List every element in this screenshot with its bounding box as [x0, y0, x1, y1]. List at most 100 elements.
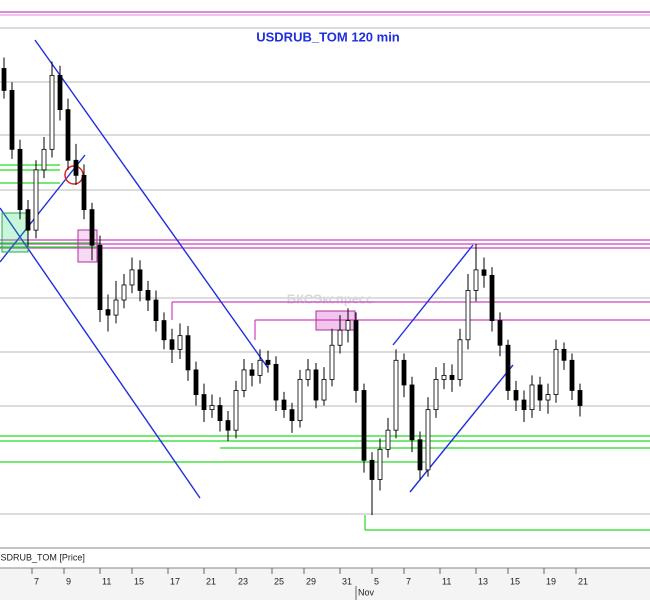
candle-body	[385, 429, 391, 450]
candle-body	[25, 209, 31, 231]
candle-body	[353, 320, 359, 391]
candle-body	[289, 409, 295, 421]
candle-body	[9, 90, 15, 150]
candle-body	[281, 399, 287, 411]
candle-body	[329, 344, 335, 380]
candle-body	[65, 109, 71, 161]
candle-body	[257, 359, 263, 376]
candle-body	[569, 359, 575, 391]
candle-body	[465, 290, 471, 341]
x-tick-label: 19	[546, 576, 556, 586]
candle-body	[201, 394, 207, 411]
candle-body	[473, 269, 479, 291]
candle-body	[497, 320, 503, 346]
x-tick-label: 31	[342, 576, 352, 586]
candle-body	[393, 359, 399, 431]
candle-body	[457, 339, 463, 380]
candle-body	[377, 448, 383, 480]
candle-body	[481, 269, 487, 276]
drawings	[0, 11, 650, 531]
candle-body	[121, 284, 127, 301]
candle-body	[529, 384, 535, 411]
candle-body	[537, 384, 543, 401]
x-tick-label: 25	[274, 576, 284, 586]
candle-body	[49, 74, 55, 150]
candle-body	[401, 359, 407, 386]
candle-body	[17, 148, 23, 211]
x-axis: 7 9 11 15 17 21 23 25 29 31 5 7 11 13 15 19 21 Nov	[31, 568, 588, 600]
candle-body	[193, 369, 199, 395]
x-tick-label: 17	[170, 576, 180, 586]
candle-body	[249, 369, 255, 376]
candles	[1, 57, 583, 516]
candle-body	[369, 459, 375, 480]
candle-body	[433, 379, 439, 411]
candle-body	[513, 390, 519, 401]
candle-body	[33, 169, 39, 231]
candle-body	[545, 394, 551, 401]
candle-body	[129, 269, 135, 286]
candle-body	[561, 348, 567, 361]
candle-body	[297, 379, 303, 421]
watermark: БКСЭкспресс	[287, 291, 373, 306]
x-tick-label: 11	[442, 576, 451, 586]
candle-body	[145, 290, 151, 301]
x-axis-strip	[0, 568, 650, 600]
candle-body	[409, 384, 415, 441]
candle-body	[521, 399, 527, 411]
x-tick-label: 13	[478, 576, 488, 586]
candle-body	[345, 320, 351, 331]
candle-body	[305, 369, 311, 380]
candle-body	[361, 390, 367, 461]
candle-body	[441, 374, 447, 380]
grid	[0, 27, 650, 515]
candle-body	[321, 379, 327, 401]
x-tick-label: 7	[406, 576, 411, 586]
x-tick-label: 29	[306, 576, 316, 586]
x-tick-label: 15	[134, 576, 144, 586]
x-tick-label: 15	[510, 576, 520, 586]
candle-body	[153, 299, 159, 321]
candle-body	[233, 390, 239, 431]
x-tick-label: 11	[102, 576, 111, 586]
candle-body	[417, 439, 423, 471]
x-tick-label: 5	[374, 576, 379, 586]
x-tick-label: 21	[206, 576, 216, 586]
candle-body	[209, 405, 215, 411]
candle-body	[89, 209, 95, 246]
candle-body	[273, 364, 279, 401]
chart-title: USDRUB_TOM 120 min	[256, 29, 400, 44]
candle-body	[105, 309, 111, 316]
x-tick-label: 23	[238, 576, 248, 586]
candle-body	[57, 74, 63, 110]
candle-body	[177, 335, 183, 350]
candle-body	[449, 374, 455, 380]
candle-body	[41, 148, 47, 171]
candle-body	[161, 320, 167, 341]
candle-body	[81, 174, 87, 211]
candle-body	[425, 409, 431, 471]
candle-body	[225, 420, 231, 431]
candle-body	[577, 390, 583, 406]
panel-label: USDRUB_TOM [Price]	[0, 552, 85, 562]
candle-body	[73, 159, 79, 176]
candle-body	[241, 369, 247, 391]
candle-body	[217, 405, 223, 421]
x-tick-label: 21	[578, 576, 588, 586]
candle-body	[185, 335, 191, 371]
candle-body	[97, 244, 103, 311]
x-tick-label: 9	[66, 576, 71, 586]
candle-body	[265, 359, 271, 365]
candle-body	[313, 369, 319, 401]
candle-body	[337, 329, 343, 346]
month-label: Nov	[358, 587, 375, 597]
x-tick-label: 7	[34, 576, 39, 586]
candle-body	[137, 269, 143, 291]
candle-body	[169, 339, 175, 350]
candle-body	[1, 68, 7, 91]
candle-body	[505, 344, 511, 391]
candle-body	[113, 299, 119, 316]
candle-body	[553, 348, 559, 395]
candle-body	[489, 274, 495, 321]
